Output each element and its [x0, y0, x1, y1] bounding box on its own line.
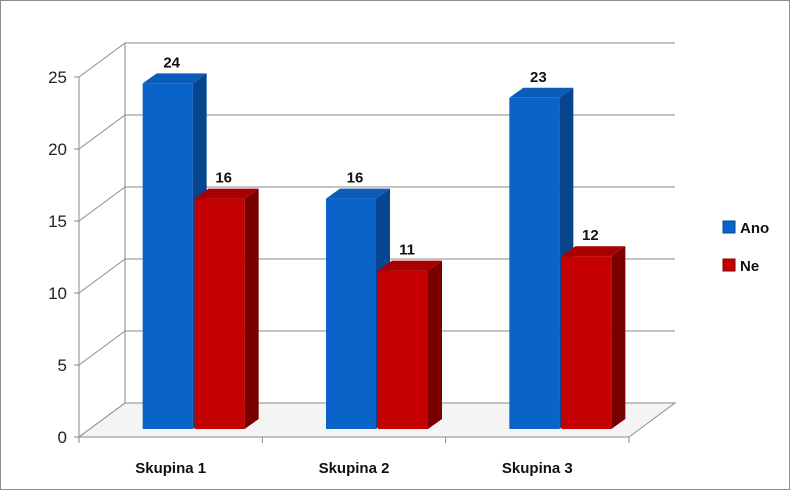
- bar-front: [509, 97, 560, 430]
- bar-ne: [561, 246, 626, 429]
- gridline-depth: [78, 258, 126, 294]
- gridline-depth: [78, 186, 126, 222]
- gridline-depth: [78, 330, 126, 366]
- bar-front: [326, 198, 376, 429]
- bar-top: [142, 73, 207, 84]
- gridline-depth: [78, 114, 126, 150]
- legend-item-ano: Ano: [722, 220, 769, 237]
- y-tick-label: 10: [48, 284, 67, 303]
- axis-layer: 0 5 10 15 20 25 Skupina 1 Skupina 2 Skupina 3: [48, 68, 630, 477]
- gridline-depth: [78, 42, 126, 78]
- legend: Ano Ne: [722, 220, 769, 275]
- bars-layer: [142, 73, 626, 430]
- x-tick-label: Skupina 1: [135, 460, 206, 477]
- x-tick-label: Skupina 3: [502, 460, 573, 477]
- data-label: 24: [163, 54, 180, 71]
- bar-front: [561, 256, 612, 429]
- bar-side: [244, 188, 259, 429]
- legend-label: Ano: [740, 220, 769, 237]
- bar-top: [561, 246, 626, 257]
- bar-top: [378, 260, 442, 271]
- legend-label: Ne: [740, 258, 759, 275]
- y-tick-label: 15: [48, 212, 67, 231]
- y-tick-label: 25: [48, 68, 67, 87]
- y-tick-label: 20: [48, 140, 67, 159]
- bar-front: [142, 83, 193, 430]
- data-label: 11: [399, 242, 415, 259]
- bar-front: [194, 198, 245, 429]
- data-label: 12: [582, 227, 599, 244]
- x-tick-label: Skupina 2: [319, 460, 390, 477]
- bar-ne: [378, 260, 442, 429]
- bar-side: [428, 260, 442, 429]
- y-tick-label: 0: [58, 428, 67, 447]
- legend-swatch: [722, 258, 736, 272]
- bar-side: [611, 246, 626, 429]
- labels-layer: 24 16 16 11 23 12: [163, 54, 598, 258]
- data-label: 16: [215, 170, 232, 187]
- bar-ne: [194, 188, 259, 429]
- data-label: 23: [530, 69, 547, 86]
- data-label: 16: [347, 170, 364, 187]
- bar-top: [509, 87, 574, 98]
- bar-front: [378, 270, 428, 429]
- y-tick-label: 5: [58, 356, 67, 375]
- legend-item-ne: Ne: [722, 258, 759, 275]
- bar-top: [194, 188, 259, 199]
- legend-swatch: [722, 220, 736, 234]
- bar-top: [326, 188, 390, 199]
